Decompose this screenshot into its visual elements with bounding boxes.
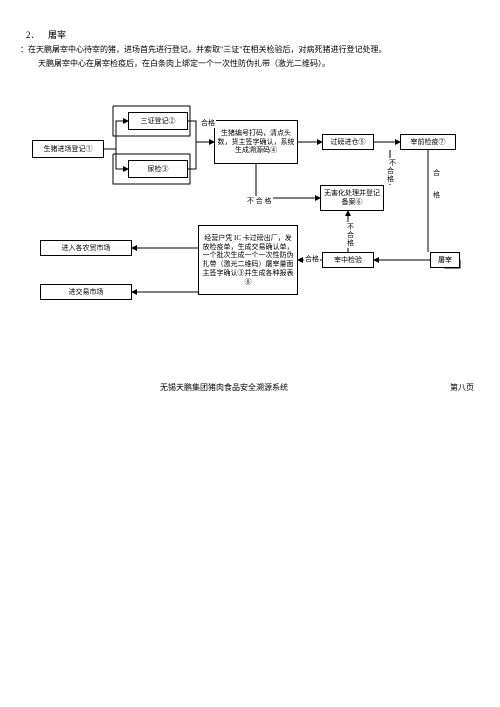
edge-label-e4: 合: [432, 168, 441, 178]
flow-node-n2: 三证登记②: [128, 112, 188, 130]
flow-node-n10: 宰中检验: [322, 252, 374, 268]
edge-label-e4b: 格: [432, 190, 441, 200]
flow-node-n5: 过磅进仓⑤: [322, 134, 374, 150]
arrow-0: [104, 121, 128, 149]
flow-node-n8: 经营户凭 IC 卡过磅出厂，发放检疫单，生成交易确认单，一个批次生成一个一次性防…: [198, 225, 298, 295]
edge-label-e6: 合格: [304, 254, 320, 264]
footer-right: 第八页: [450, 382, 474, 393]
section-number: 2．: [26, 29, 40, 42]
flow-node-n1: 生猪进场登记①: [32, 140, 104, 158]
flow-node-n9: 屠宰: [430, 252, 460, 268]
intro-para-2: 天鹏屠宰中心在屠宰检疫后，在白条肉上绑定一个一次性防伪扎带（激光二维码）。: [38, 58, 478, 70]
edge-label-e1: 合格: [200, 118, 216, 128]
page-root: 2． 屠宰 ：在天鹏屠宰中心待宰的猪，进场首先进行登记，并索取"三证"在相关检验…: [0, 0, 500, 707]
flow-node-n4: 生猪编号打码，清点头数，货主签字确认，系统生成溯源码④: [214, 120, 298, 164]
intro-para-1: ：在天鹏屠宰中心待宰的猪，进场首先进行登记，并索取"三证"在相关检验后，对病死猪…: [20, 44, 480, 56]
flow-node-n6: 无害化处理并登记备案⑥: [320, 185, 384, 211]
arrow-1: [104, 149, 128, 169]
section-title: 屠宰: [48, 29, 66, 42]
footer-left: 无锡天鹏集团猪肉食品安全溯源系统: [160, 382, 288, 393]
edge-label-e5c: 格: [346, 238, 355, 248]
edge-label-e2: 不 合 格: [246, 196, 273, 206]
flow-node-m1: 进入各农贸市场: [40, 240, 132, 256]
flow-node-n7: 宰前检疫⑦: [400, 134, 456, 150]
arrow-3: [188, 142, 196, 169]
flow-node-n3: 尿检③: [128, 160, 188, 178]
arrow-6: [256, 164, 320, 198]
flow-arrows: [0, 0, 500, 707]
flow-node-m2: 进交易市场: [40, 284, 132, 300]
edge-label-e3c: 格: [386, 174, 395, 184]
